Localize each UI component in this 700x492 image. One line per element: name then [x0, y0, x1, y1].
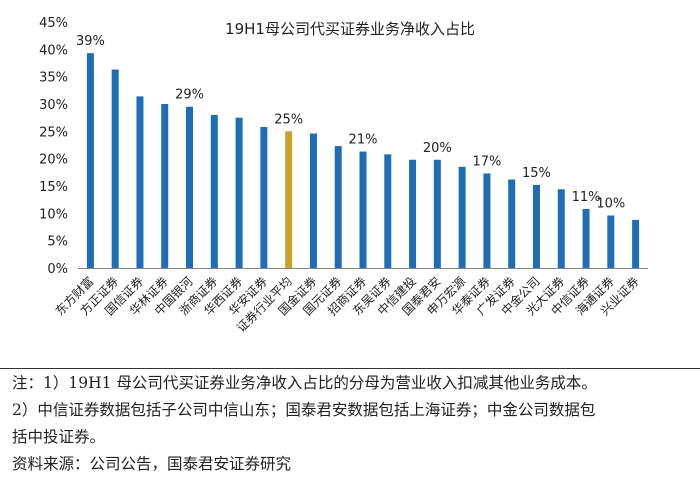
bar — [235, 117, 243, 269]
bar — [136, 96, 144, 268]
bar — [607, 215, 615, 268]
data-label: 11% — [572, 190, 601, 205]
bar — [260, 126, 268, 269]
bar — [409, 159, 417, 268]
data-label: 17% — [472, 154, 501, 169]
bar — [508, 179, 516, 268]
note-line-2: 2）中信证券数据包括子公司中信山东；国泰君安数据包括上海证券；中金公司数据包 — [12, 401, 596, 419]
y-tick-label: 40% — [39, 43, 68, 58]
data-label: 39% — [76, 34, 105, 49]
data-labels: 39% 29% 25% 21% 20% 17% 15% 11%10% — [76, 34, 625, 211]
bar — [458, 166, 466, 268]
y-tick-label: 10% — [39, 207, 68, 222]
notes-section: 注：1）19H1 母公司代买证券业务净收入占比的分母为营业收入扣减其他业务成本。… — [12, 370, 692, 478]
bar — [632, 219, 640, 268]
note-line-3: 括中投证券。 — [12, 428, 106, 446]
y-tick-label: 0% — [47, 262, 68, 277]
data-label: 21% — [349, 133, 378, 148]
bar — [210, 114, 218, 268]
chart-title: 19H1母公司代买证券业务净收入占比 — [225, 20, 475, 38]
bar — [359, 151, 367, 268]
bar — [557, 189, 565, 268]
note-line-1: 注：1）19H1 母公司代买证券业务净收入占比的分母为营业收入扣减其他业务成本。 — [12, 374, 597, 392]
data-label: 20% — [423, 141, 452, 156]
y-tick-label: 35% — [39, 71, 68, 86]
bar — [582, 208, 590, 268]
divider-line — [0, 368, 700, 369]
bar — [532, 184, 540, 268]
y-tick-label: 5% — [47, 235, 68, 250]
y-axis: 0% 5% 10% 15% 20% 25% 30% 35% 40% 45% — [39, 16, 68, 277]
bar — [384, 154, 392, 268]
y-tick-label: 30% — [39, 98, 68, 113]
y-tick-label: 45% — [39, 16, 68, 31]
x-tick-labels: 东方财富方正证券国信证券华林证券中国银河浙商证券华西证券华安证券证券行业平均国金… — [52, 274, 642, 336]
bar-chart: 19H1母公司代买证券业务净收入占比 0% 5% 10% 15% 20% 25% 30% 35… — [39, 16, 648, 336]
y-tick-label: 25% — [39, 125, 68, 140]
data-label: 29% — [175, 88, 204, 103]
bar — [111, 69, 119, 268]
bar — [161, 104, 169, 268]
source-line: 资料来源：公司公告，国泰君安证券研究 — [12, 455, 292, 473]
y-tick-label: 15% — [39, 180, 68, 195]
data-label: 15% — [522, 166, 551, 181]
data-label: 25% — [274, 112, 303, 127]
bar — [186, 106, 194, 268]
bar — [433, 159, 441, 268]
bar — [334, 146, 342, 268]
bar — [309, 133, 317, 268]
bar-industry-average — [285, 131, 293, 268]
bar — [483, 173, 491, 268]
bar — [86, 53, 94, 268]
bars — [86, 53, 640, 269]
data-label: 10% — [596, 197, 625, 212]
y-tick-label: 20% — [39, 153, 68, 168]
